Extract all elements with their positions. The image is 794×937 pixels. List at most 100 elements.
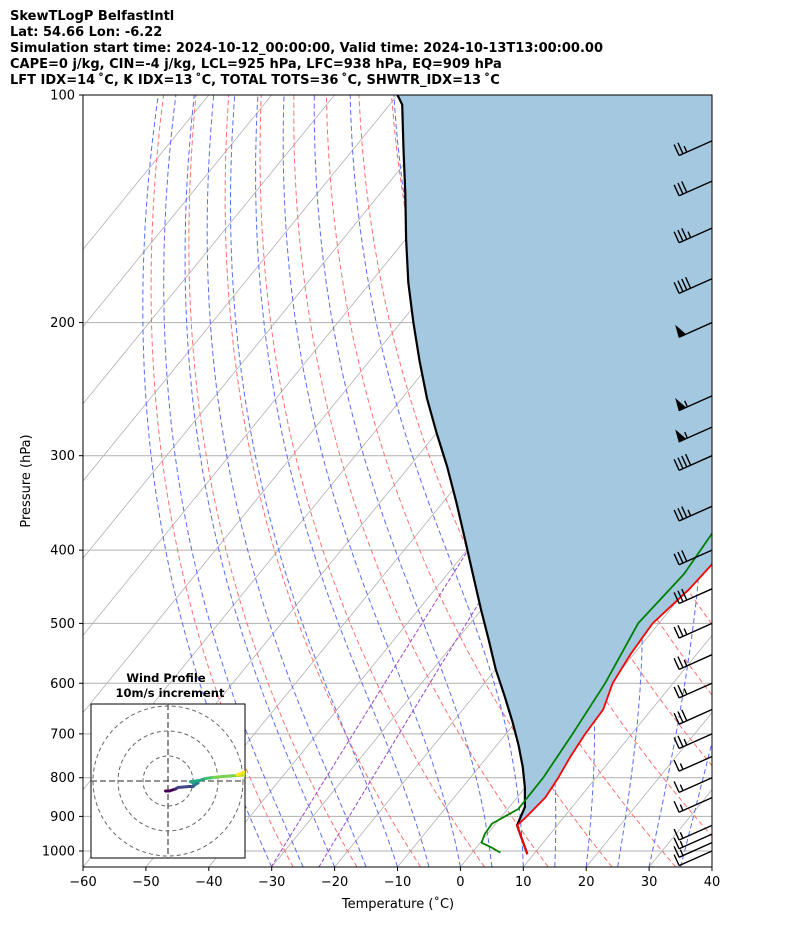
barb-full bbox=[681, 455, 688, 468]
moist-adiabat bbox=[184, 95, 336, 867]
y-tick-label: 400 bbox=[50, 544, 75, 559]
barb-full bbox=[681, 181, 688, 193]
barb-shaft bbox=[678, 227, 713, 244]
barb-full bbox=[677, 280, 684, 292]
parcel-trace bbox=[396, 95, 529, 855]
dry-adiabat bbox=[259, 95, 485, 867]
barb-full bbox=[673, 686, 680, 699]
barb-half bbox=[684, 431, 688, 439]
barb-shaft bbox=[678, 455, 713, 471]
wind-barb bbox=[673, 140, 713, 157]
barb-half bbox=[684, 400, 688, 408]
wind-barb bbox=[673, 180, 713, 197]
barb-shaft bbox=[678, 622, 713, 639]
x-tick-label: 20 bbox=[578, 875, 595, 890]
dry-adiabat bbox=[750, 95, 794, 867]
x-axis-label: Temperature (˚C) bbox=[341, 896, 454, 912]
barb-shaft bbox=[678, 796, 713, 813]
moist-adiabat bbox=[206, 95, 367, 867]
wind-barb bbox=[673, 850, 713, 867]
hodograph-segment bbox=[256, 774, 269, 775]
wind-barb bbox=[675, 395, 713, 412]
hodograph-subtitle: 10m/s increment bbox=[116, 686, 225, 700]
wind-barb bbox=[673, 549, 713, 566]
barb-shaft bbox=[678, 549, 713, 566]
wind-barb bbox=[673, 833, 713, 850]
barb-full bbox=[677, 656, 684, 668]
stability-indices-line: CAPE=0 j/kg, CIN=-4 j/kg, LCL=925 hPa, L… bbox=[10, 57, 502, 72]
barb-full bbox=[681, 278, 688, 291]
barb-full bbox=[673, 837, 680, 850]
hodograph-ring bbox=[117, 730, 219, 832]
barb-full bbox=[677, 142, 684, 155]
barb-shaft bbox=[678, 180, 713, 197]
barb-half bbox=[683, 145, 688, 153]
barb-full bbox=[673, 184, 680, 197]
barb-full bbox=[677, 457, 684, 469]
barb-full bbox=[673, 553, 680, 566]
hodograph-segment bbox=[221, 774, 240, 778]
wind-barbs bbox=[673, 140, 713, 867]
barb-shaft bbox=[678, 505, 713, 522]
isotherm-line bbox=[83, 95, 210, 251]
x-tick-label: −30 bbox=[258, 875, 285, 890]
dry-adiabat bbox=[150, 95, 294, 867]
hodograph-surface-marker bbox=[235, 770, 245, 777]
barb-shaft bbox=[678, 588, 713, 605]
barb-full bbox=[681, 506, 688, 518]
hodograph-segment bbox=[176, 785, 191, 789]
y-tick-label: 900 bbox=[50, 810, 75, 825]
dry-adiabat bbox=[224, 95, 422, 867]
moist-adiabat bbox=[313, 95, 493, 867]
cape-shading bbox=[397, 95, 712, 855]
y-tick-label: 800 bbox=[50, 771, 75, 786]
mixing-ratio-line bbox=[318, 228, 712, 867]
barb-half bbox=[687, 231, 692, 238]
hodograph-segment bbox=[211, 775, 225, 779]
wind-barb bbox=[673, 276, 713, 295]
barb-full bbox=[684, 453, 692, 466]
barb-flag bbox=[675, 429, 687, 443]
x-tick-label: −10 bbox=[384, 875, 411, 890]
dewpoint-trace bbox=[480, 532, 712, 854]
barb-full bbox=[673, 712, 680, 725]
barb-full bbox=[673, 737, 680, 749]
barb-full bbox=[677, 625, 684, 637]
wind-barb bbox=[673, 622, 713, 639]
barb-shaft bbox=[678, 682, 713, 699]
cape-fill-layer bbox=[397, 95, 712, 855]
barb-full bbox=[673, 658, 680, 670]
simulation-time-line: Simulation start time: 2024-10-12_00:00:… bbox=[10, 41, 603, 56]
x-tick-label: 0 bbox=[456, 875, 464, 890]
barb-full bbox=[673, 828, 680, 841]
x-tick-label: 10 bbox=[515, 875, 532, 890]
moist-adiabat bbox=[711, 865, 712, 867]
profile-layer bbox=[396, 95, 712, 855]
barb-half bbox=[683, 688, 688, 695]
moist-adiabat bbox=[349, 95, 524, 867]
y-tick-label: 200 bbox=[50, 316, 75, 331]
barb-half bbox=[683, 628, 688, 635]
barb-shaft bbox=[678, 824, 713, 841]
barb-full bbox=[684, 276, 692, 289]
wind-barb bbox=[673, 227, 713, 244]
barb-half bbox=[679, 832, 684, 839]
x-tick-label: −50 bbox=[132, 875, 159, 890]
y-tick-label: 600 bbox=[50, 677, 75, 692]
y-tick-label: 500 bbox=[50, 617, 75, 632]
moist-adiabat bbox=[163, 95, 304, 867]
isotherm-line bbox=[83, 95, 398, 482]
hodograph-title: Wind Profile bbox=[126, 671, 206, 685]
barb-full bbox=[681, 588, 688, 601]
wind-barb bbox=[673, 708, 713, 725]
barb-full bbox=[673, 800, 680, 813]
isotherm-line bbox=[397, 480, 712, 867]
wind-barb bbox=[673, 733, 713, 750]
barb-full bbox=[673, 759, 680, 772]
y-tick-label: 1000 bbox=[42, 844, 75, 859]
barb-shaft bbox=[678, 842, 713, 858]
barb-full bbox=[673, 781, 680, 793]
barb-flag bbox=[675, 324, 687, 338]
barb-full bbox=[673, 592, 680, 604]
